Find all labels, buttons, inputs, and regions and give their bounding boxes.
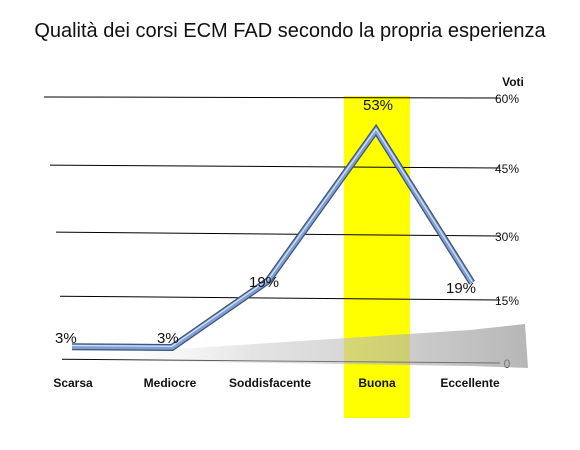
- highlight-band: [344, 96, 410, 418]
- y-tick-label: 30%: [495, 230, 519, 244]
- y-tick-label: 15%: [495, 294, 519, 308]
- data-value-label: 53%: [363, 97, 393, 114]
- shadow-layer: [70, 324, 528, 368]
- data-value-label: 3%: [55, 330, 77, 347]
- x-category-label: Buona: [358, 376, 396, 390]
- y-axis-unit-label: Voti: [502, 75, 524, 89]
- y-tick-label: 45%: [495, 162, 519, 176]
- x-category-label: Soddisfacente: [229, 376, 311, 390]
- gridline: [49, 164, 501, 169]
- gridline: [59, 295, 501, 301]
- highlight-layer: [344, 96, 410, 418]
- series-line-edge: [71, 123, 475, 352]
- chart-title: Qualità dei corsi ECM FAD secondo la pro…: [34, 20, 546, 42]
- x-category-label: Eccellente: [440, 376, 500, 390]
- label-layer: Scarsa Mediocre Soddisfacente Buona Eccellen…: [53, 97, 500, 390]
- gridline: [55, 231, 501, 237]
- data-value-label: 3%: [157, 330, 179, 347]
- line-layer: [71, 123, 475, 352]
- floor-shadow: [70, 324, 528, 368]
- x-category-label: Mediocre: [144, 376, 197, 390]
- series-line: [71, 126, 474, 350]
- grid-layer: 015%30%45%60%: [43, 92, 519, 371]
- series-line-highlight: [71, 127, 473, 347]
- y-tick-label: 60%: [495, 92, 519, 106]
- data-value-label: 19%: [249, 274, 279, 291]
- x-category-label: Scarsa: [53, 376, 93, 390]
- data-value-label: 19%: [446, 280, 476, 297]
- gridline: [43, 96, 501, 99]
